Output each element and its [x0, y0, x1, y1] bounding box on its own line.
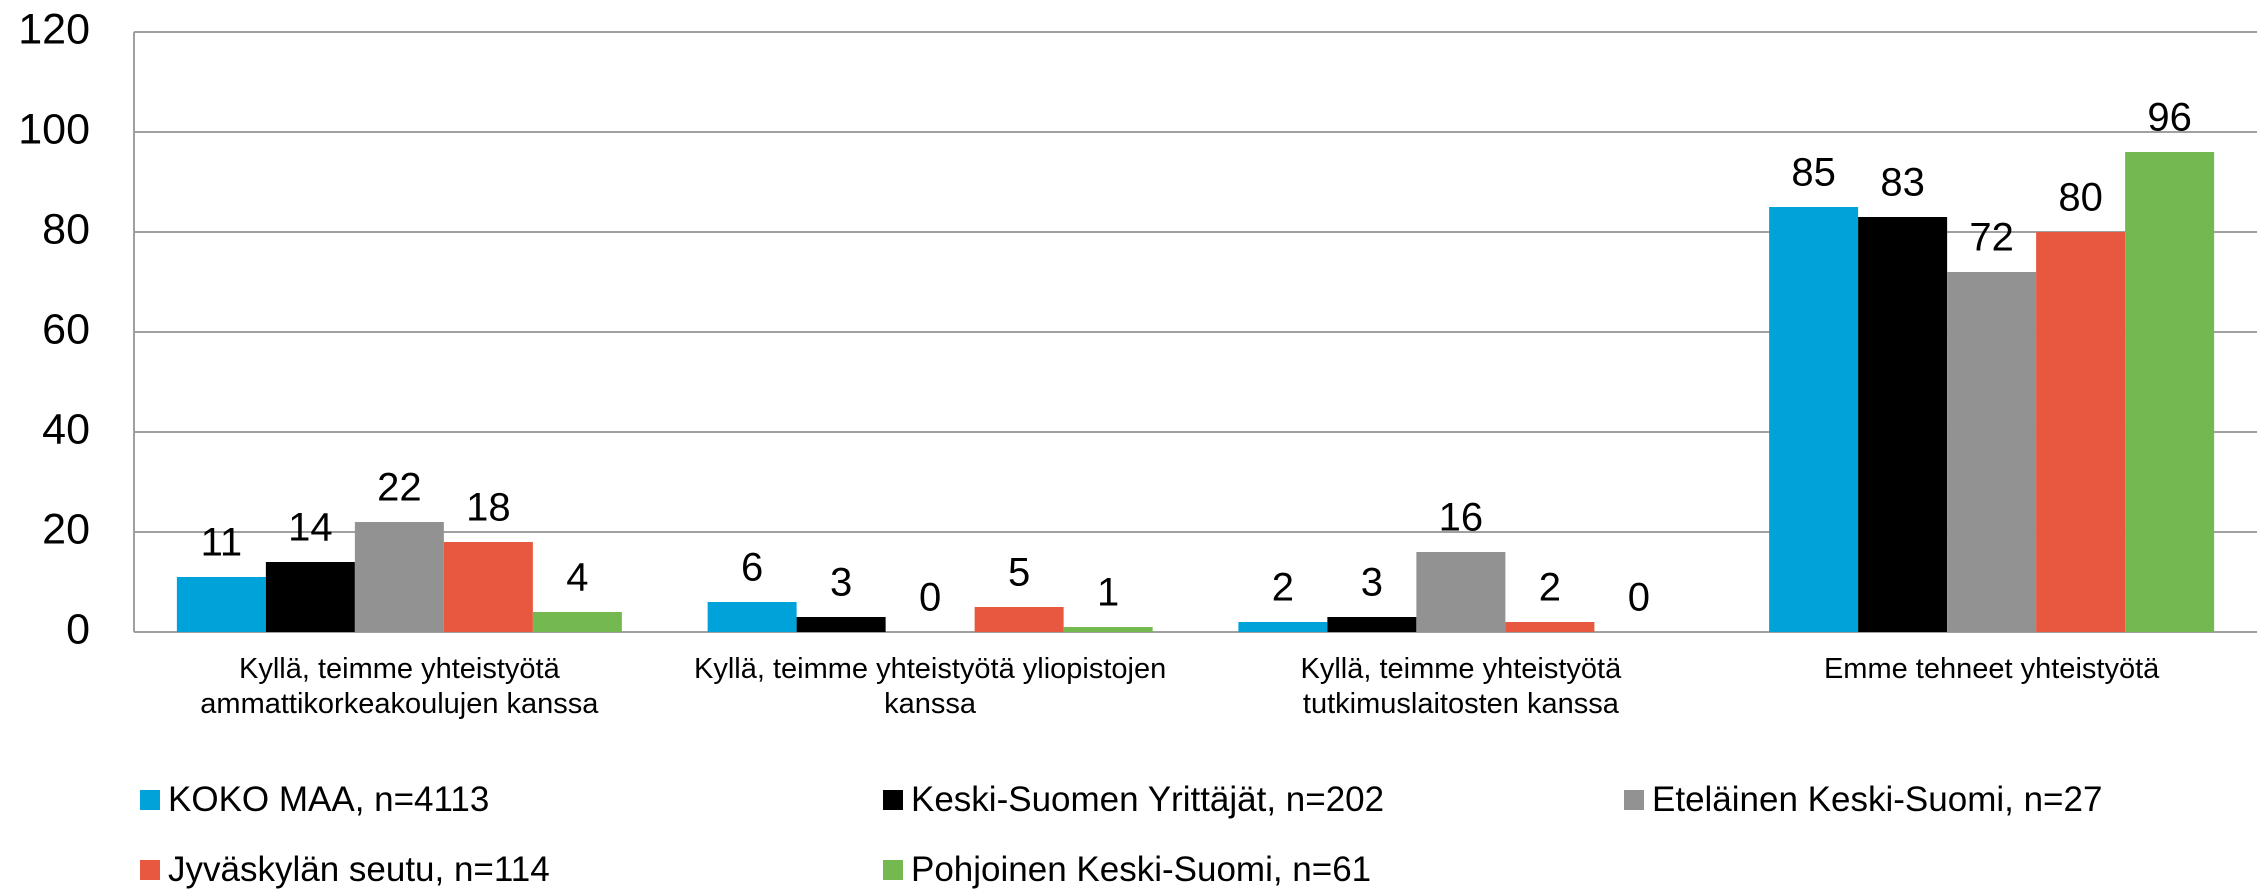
legend-label: KOKO MAA, n=4113 — [168, 780, 490, 819]
legend-swatch — [883, 790, 903, 810]
x-tick-label: Kyllä, teimme yhteistyötä ammattikorkeak… — [200, 653, 599, 720]
y-tick-label: 80 — [42, 205, 90, 253]
legend-entry: Pohjoinen Keski-Suomi, n=61 — [883, 850, 1371, 890]
bar — [176, 577, 266, 632]
data-label: 0 — [1628, 576, 1650, 620]
legend-swatch — [1624, 790, 1644, 810]
bar — [1327, 617, 1417, 632]
bar — [796, 617, 886, 632]
data-label: 18 — [466, 486, 511, 530]
y-tick-label: 0 — [66, 605, 90, 653]
y-tick-label: 100 — [18, 105, 90, 153]
data-label: 14 — [288, 506, 333, 550]
data-label: 16 — [1439, 496, 1484, 540]
bar — [1416, 552, 1506, 632]
data-label: 3 — [1361, 561, 1383, 605]
data-label: 72 — [1969, 216, 2014, 260]
data-label: 6 — [741, 546, 763, 590]
legend-entry: Keski-Suomen Yrittäjät, n=202 — [883, 780, 1384, 820]
bar — [354, 522, 444, 632]
legend-entry: Eteläinen Keski-Suomi, n=27 — [1624, 780, 2102, 820]
bar — [1947, 272, 2037, 632]
legend-label: Eteläinen Keski-Suomi, n=27 — [1652, 780, 2103, 819]
legend-label: Keski-Suomen Yrittäjät, n=202 — [911, 780, 1385, 819]
y-tick-label: 120 — [18, 5, 90, 53]
data-label: 4 — [566, 556, 588, 600]
data-label: 80 — [2058, 176, 2103, 220]
bar — [1238, 622, 1328, 632]
legend-swatch — [883, 860, 903, 880]
data-label: 5 — [1008, 551, 1030, 595]
data-label: 3 — [830, 561, 852, 605]
bar — [2125, 152, 2215, 632]
bar — [532, 612, 622, 632]
data-label: 11 — [201, 521, 243, 565]
data-label: 2 — [1539, 566, 1561, 610]
legend-swatch — [140, 860, 160, 880]
bar — [974, 607, 1064, 632]
x-tick-label: Kyllä, teimme yhteistyötä yliopistojen k… — [693, 653, 1167, 720]
data-label: 1 — [1097, 571, 1119, 615]
data-label: 85 — [1791, 151, 1836, 195]
bar — [1769, 207, 1859, 632]
x-tick-label: Kyllä, teimme yhteistyötä tutkimuslaitos… — [1300, 653, 1622, 720]
bar — [265, 562, 355, 632]
data-label: 2 — [1272, 566, 1294, 610]
data-label: 0 — [919, 576, 941, 620]
data-label: 96 — [2147, 96, 2192, 140]
legend-swatch — [140, 790, 160, 810]
x-tick-label: Emme tehneet yhteistyötä — [1823, 653, 2160, 685]
bar — [707, 602, 797, 632]
data-label: 22 — [377, 466, 422, 510]
legend-label: Jyväskylän seutu, n=114 — [168, 850, 550, 889]
bar — [2036, 232, 2126, 632]
bar — [1505, 622, 1595, 632]
legend-entry: KOKO MAA, n=4113 — [140, 780, 489, 820]
legend-label: Pohjoinen Keski-Suomi, n=61 — [911, 850, 1372, 889]
legend-entry: Jyväskylän seutu, n=114 — [140, 850, 550, 890]
bar — [443, 542, 533, 632]
data-label: 83 — [1880, 161, 1925, 205]
y-tick-label: 20 — [42, 505, 90, 553]
bar — [1858, 217, 1948, 632]
bar — [1063, 627, 1153, 632]
y-tick-label: 60 — [42, 305, 90, 353]
y-tick-label: 40 — [42, 405, 90, 453]
